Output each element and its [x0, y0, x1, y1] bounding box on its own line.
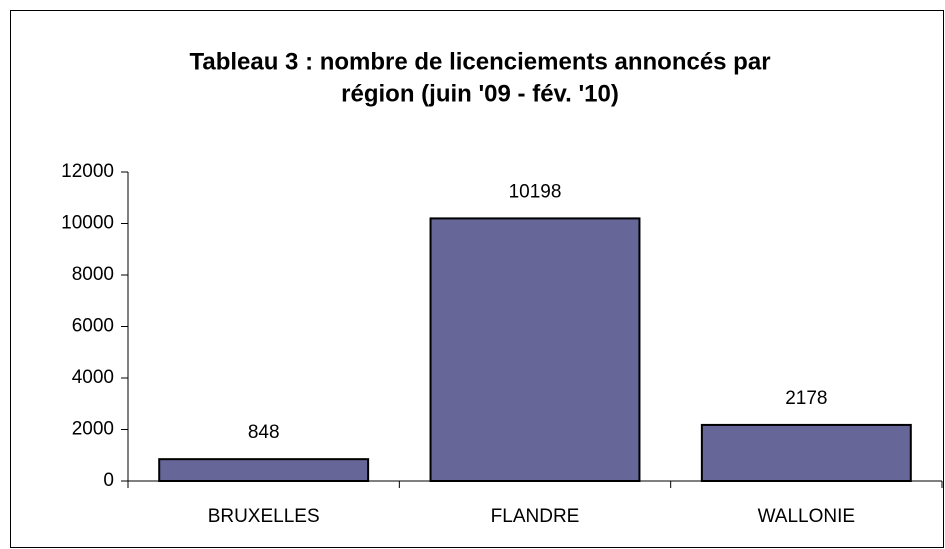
y-tick-label: 0 [103, 470, 114, 491]
bar [700, 423, 912, 483]
chart-title: région (juin '09 - fév. '10) [341, 80, 619, 107]
chart-title: Tableau 3 : nombre de licenciements anno… [189, 48, 770, 75]
x-tick-label: WALLONIE [758, 506, 856, 527]
y-tick-label: 10000 [61, 213, 114, 234]
x-tick-label: FLANDRE [491, 506, 580, 527]
y-tick-label: 8000 [72, 264, 114, 285]
data-label: 2178 [785, 388, 827, 409]
x-tick-label: BRUXELLES [208, 506, 320, 527]
y-tick-label: 4000 [72, 367, 114, 388]
y-tick-label: 12000 [61, 161, 114, 182]
data-label: 848 [248, 422, 280, 443]
y-tick-label: 6000 [72, 316, 114, 337]
bar [429, 217, 641, 483]
y-tick-label: 2000 [72, 419, 114, 440]
bar [158, 458, 370, 483]
data-label: 10198 [509, 181, 562, 202]
